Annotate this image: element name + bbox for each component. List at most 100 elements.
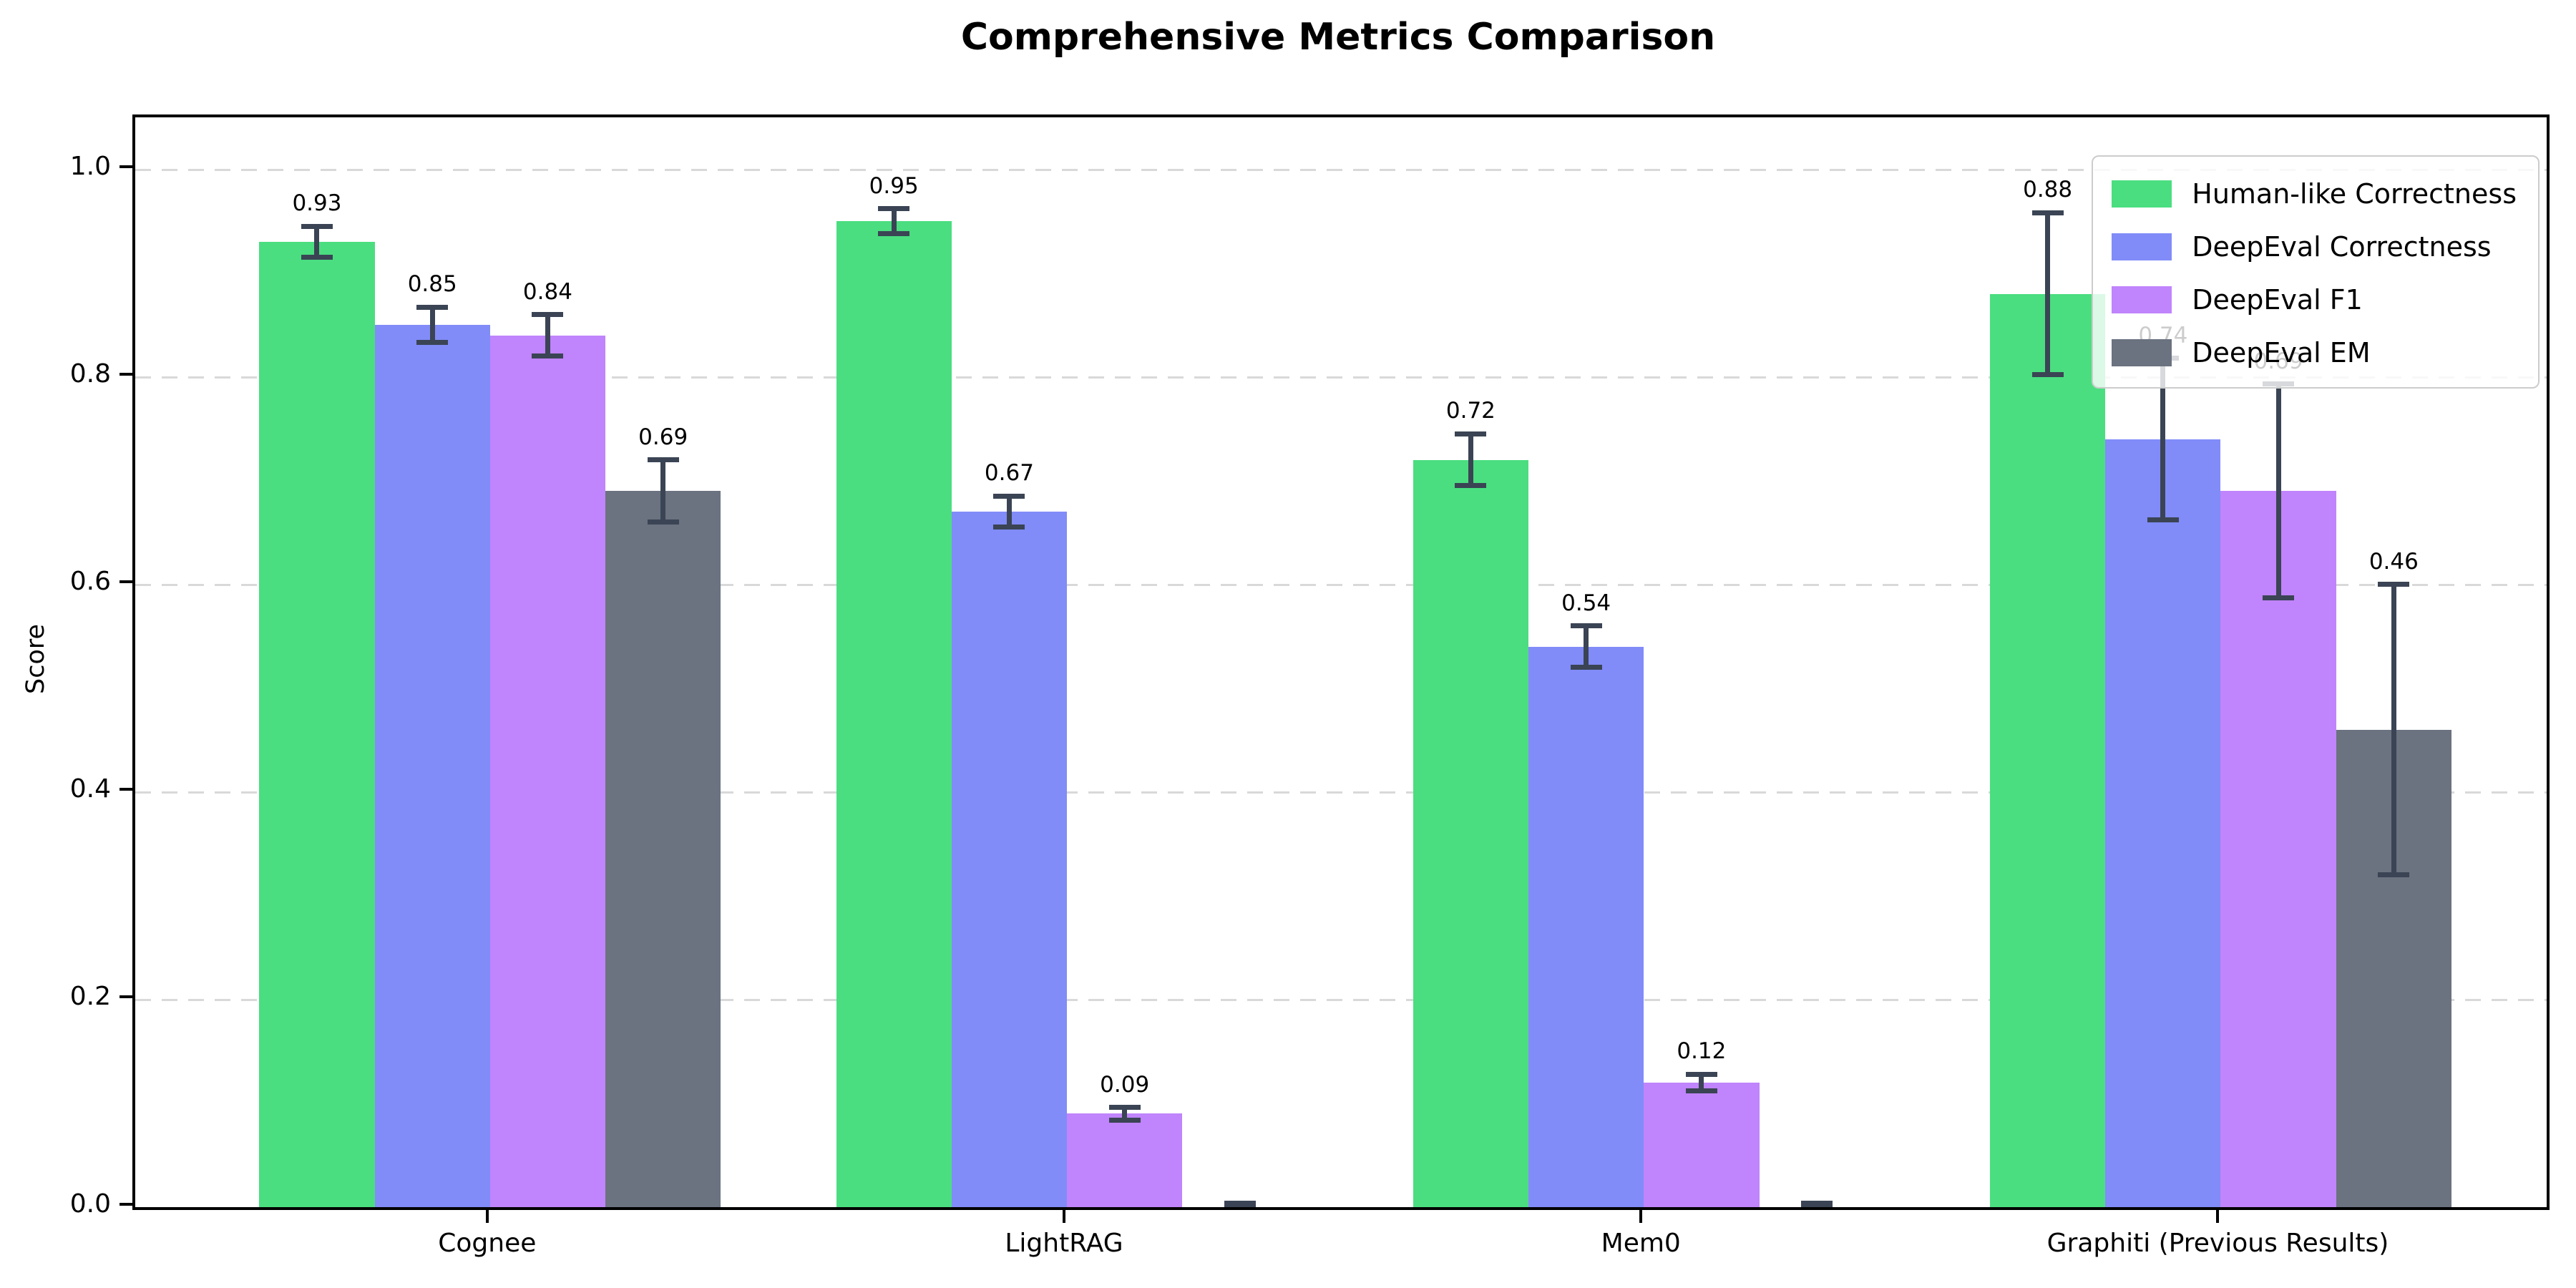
x-tick-label-cognee: Cognee [438, 1229, 537, 1258]
y-axis-label: Score [21, 623, 50, 695]
error-bar-cap [2263, 595, 2295, 601]
x-tick-mark [485, 1210, 489, 1223]
error-bar-cap [1455, 431, 1487, 436]
error-bar-cap [1570, 665, 1602, 670]
y-tick-label: 0.6 [69, 566, 111, 596]
error-bar [1699, 1074, 1704, 1091]
bar-deepeval-correctness [2105, 439, 2221, 1207]
y-tick-mark [119, 787, 132, 791]
gridline [135, 168, 2547, 171]
error-bar-cap [1224, 1201, 1256, 1207]
y-tick-mark [119, 995, 132, 998]
legend: Human-like Correctness DeepEval Correctne… [2092, 155, 2540, 389]
y-tick-mark [119, 580, 132, 583]
error-bar-cap [2378, 872, 2410, 878]
error-bar-cap [301, 255, 333, 260]
bar-value-label: 0.12 [1677, 1038, 1727, 1065]
x-tick-label-mem0: Mem0 [1601, 1229, 1681, 1258]
bar-human-like-correctness [836, 221, 952, 1207]
error-bar [314, 226, 320, 258]
error-bar [2160, 358, 2166, 520]
legend-item: DeepEval EM [2112, 330, 2517, 376]
error-bar-cap [1108, 1117, 1141, 1123]
bar-value-label: 0.85 [407, 271, 457, 298]
x-tick-label-lightrag: LightRAG [1005, 1229, 1123, 1258]
error-bar [545, 314, 550, 356]
error-bar-cap [878, 206, 910, 212]
error-bar-cap [878, 230, 910, 236]
bar-value-label: 0.46 [2368, 548, 2419, 575]
bar-deepeval-f1 [2220, 491, 2336, 1207]
error-bar [1584, 625, 1589, 668]
y-tick-label: 0.0 [69, 1189, 111, 1219]
bar-deepeval-em [605, 491, 721, 1207]
y-tick-label: 0.2 [69, 981, 111, 1011]
legend-label: DeepEval EM [2192, 337, 2371, 369]
error-bar [429, 307, 435, 343]
x-tick-label-graphiti-previous-results-: Graphiti (Previous Results) [2046, 1229, 2389, 1258]
error-bar-cap [2031, 210, 2064, 215]
legend-item: DeepEval F1 [2112, 277, 2517, 323]
bar-human-like-correctness [1413, 459, 1528, 1207]
error-bar-cap [647, 519, 679, 525]
y-tick-mark [119, 372, 132, 376]
x-tick-mark [1063, 1210, 1066, 1223]
bar-value-label: 0.84 [522, 278, 572, 305]
x-tick-mark [1639, 1210, 1643, 1223]
y-tick-label: 0.4 [69, 774, 111, 804]
gridline [135, 791, 2547, 794]
bar-value-label: 0.69 [638, 424, 688, 450]
legend-label: Human-like Correctness [2192, 178, 2517, 210]
bar-deepeval-correctness [1528, 646, 1644, 1207]
bar-deepeval-f1 [1644, 1082, 1760, 1207]
y-tick-label: 1.0 [69, 151, 111, 181]
y-tick-mark [119, 165, 132, 168]
error-bar [891, 208, 897, 234]
bar-value-label: 0.88 [2023, 177, 2073, 203]
error-bar [1006, 496, 1012, 527]
error-bar-cap [301, 223, 333, 229]
legend-label: DeepEval Correctness [2192, 231, 2492, 263]
error-bar-cap [2147, 517, 2179, 523]
bar-value-label: 0.93 [292, 190, 342, 217]
error-bar-cap [532, 312, 564, 318]
plot-area: Human-like Correctness DeepEval Correctne… [132, 114, 2550, 1210]
error-bar [1468, 434, 1473, 486]
legend-swatch [2112, 233, 2172, 260]
bar-value-label: 0.67 [984, 460, 1034, 487]
bar-human-like-correctness [259, 242, 375, 1207]
error-bar-cap [416, 304, 449, 310]
error-bar-cap [1685, 1088, 1717, 1094]
bar-value-label: 0.54 [1561, 590, 1611, 616]
error-bar [1122, 1107, 1128, 1121]
error-bar-cap [1570, 623, 1602, 629]
error-bar-cap [1801, 1201, 1833, 1207]
error-bar-cap [993, 525, 1025, 530]
y-tick-mark [119, 1203, 132, 1206]
legend-item: Human-like Correctness [2112, 171, 2517, 217]
gridline [135, 583, 2547, 586]
error-bar-cap [2378, 582, 2410, 587]
bar-value-label: 0.72 [1445, 398, 1496, 424]
error-bar-cap [532, 353, 564, 359]
error-bar [2045, 213, 2051, 375]
y-tick-label: 0.8 [69, 358, 111, 389]
error-bar-cap [416, 340, 449, 346]
error-bar-cap [2031, 372, 2064, 378]
bar-deepeval-correctness [374, 325, 490, 1207]
legend-item: DeepEval Correctness [2112, 224, 2517, 270]
error-bar-cap [1685, 1071, 1717, 1077]
bar-deepeval-correctness [951, 512, 1068, 1207]
error-bar [2391, 584, 2396, 875]
error-bar-cap [993, 493, 1025, 499]
error-bar [2275, 384, 2281, 598]
bar-value-label: 0.95 [869, 172, 919, 199]
error-bar-cap [1108, 1105, 1141, 1111]
bar-deepeval-f1 [1067, 1113, 1183, 1207]
error-bar [660, 459, 666, 522]
error-bar-cap [1455, 483, 1487, 489]
bar-human-like-correctness [1989, 293, 2106, 1207]
gridline [135, 998, 2547, 1001]
bar-value-label: 0.09 [1100, 1071, 1150, 1098]
